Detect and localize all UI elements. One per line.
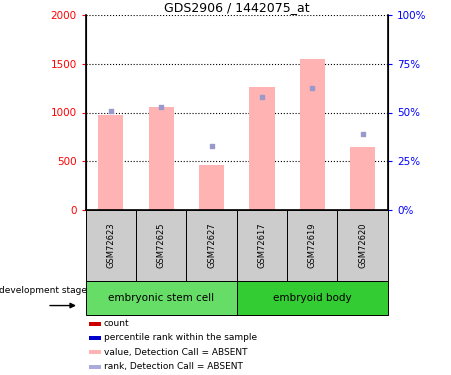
Bar (237, 281, 388, 315)
Bar (89, 322, 101, 326)
Bar (249, 87, 275, 210)
Bar (300, 59, 325, 210)
Bar (89, 350, 101, 354)
Text: embryoid body: embryoid body (273, 293, 352, 303)
Bar (136, 210, 186, 281)
Bar (86, 281, 237, 315)
Text: GSM72625: GSM72625 (157, 223, 166, 268)
Bar (86, 210, 136, 281)
Bar (89, 364, 101, 369)
Text: GSM72623: GSM72623 (106, 223, 115, 268)
Point (107, 108, 115, 114)
Title: GDS2906 / 1442075_at: GDS2906 / 1442075_at (164, 1, 309, 14)
Text: embryonic stem cell: embryonic stem cell (108, 293, 214, 303)
Bar (98, 115, 124, 210)
Bar (350, 147, 375, 210)
Text: GSM72619: GSM72619 (308, 223, 317, 268)
Text: value, Detection Call = ABSENT: value, Detection Call = ABSENT (104, 348, 247, 357)
Text: GSM72627: GSM72627 (207, 223, 216, 268)
Point (158, 104, 165, 110)
Bar (287, 210, 337, 281)
Text: GSM72620: GSM72620 (358, 223, 367, 268)
Point (258, 94, 266, 100)
Point (308, 85, 316, 91)
Text: percentile rank within the sample: percentile rank within the sample (104, 333, 257, 342)
Text: development stage: development stage (0, 286, 87, 295)
Bar (89, 336, 101, 340)
Bar (237, 210, 287, 281)
Bar (186, 210, 237, 281)
Text: GSM72617: GSM72617 (258, 223, 267, 268)
Point (208, 143, 215, 149)
Text: rank, Detection Call = ABSENT: rank, Detection Call = ABSENT (104, 362, 242, 371)
Bar (149, 107, 174, 210)
Point (359, 131, 366, 137)
Text: count: count (104, 320, 129, 328)
Bar (199, 165, 224, 210)
Bar (337, 210, 388, 281)
